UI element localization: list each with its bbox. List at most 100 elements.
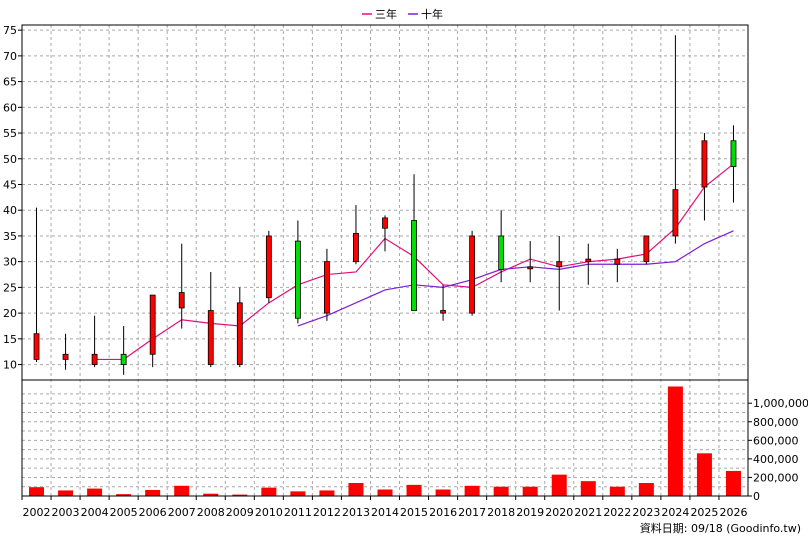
price-tick-label: 15 xyxy=(3,333,17,346)
volume-bar xyxy=(348,483,364,496)
price-tick-label: 40 xyxy=(3,204,17,217)
candle-body xyxy=(91,353,98,365)
volume-tick-label: 200,000 xyxy=(753,471,799,484)
candle-body xyxy=(498,235,505,270)
year-tick-label: 2014 xyxy=(371,506,399,519)
candle-body xyxy=(440,310,446,314)
year-tick-label: 2021 xyxy=(574,506,602,519)
year-tick-label: 2006 xyxy=(139,506,167,519)
year-tick-label: 2024 xyxy=(661,506,689,519)
year-tick-label: 2013 xyxy=(342,506,370,519)
year-tick-label: 2011 xyxy=(284,506,312,519)
candle-body xyxy=(730,140,737,167)
price-tick-label: 70 xyxy=(3,50,17,63)
axes: 10152025303540455055606570750200,000400,… xyxy=(3,24,808,519)
year-tick-label: 2005 xyxy=(110,506,138,519)
year-tick-label: 2022 xyxy=(603,506,631,519)
candle-body xyxy=(324,261,330,314)
price-tick-label: 25 xyxy=(3,281,17,294)
volume-tick-label: 600,000 xyxy=(753,434,799,447)
volume-bar xyxy=(145,489,161,496)
volume-bar xyxy=(29,487,45,496)
candle-body xyxy=(643,235,650,263)
candle-body xyxy=(411,220,417,311)
candle-body xyxy=(585,258,592,263)
price-tick-label: 65 xyxy=(3,76,17,89)
plot-frame xyxy=(21,24,749,497)
volume-bar xyxy=(464,485,480,496)
year-tick-label: 2026 xyxy=(719,506,747,519)
candle-body xyxy=(556,261,563,268)
year-tick-label: 2015 xyxy=(400,506,428,519)
year-tick-label: 2010 xyxy=(255,506,283,519)
candle-body xyxy=(33,333,40,360)
volume-bar xyxy=(232,494,248,496)
volume-tick-label: 400,000 xyxy=(753,453,799,466)
volume-tick-label: 800,000 xyxy=(753,416,799,429)
candle-body xyxy=(236,302,243,365)
volume-bar xyxy=(522,486,538,496)
price-tick-label: 60 xyxy=(3,101,17,114)
volume-bar xyxy=(290,491,306,496)
year-tick-label: 2020 xyxy=(545,506,573,519)
price-tick-label: 35 xyxy=(3,230,17,243)
volume-bar xyxy=(261,487,277,496)
volume-bar xyxy=(551,474,567,496)
year-tick-label: 2003 xyxy=(52,506,80,519)
year-tick-label: 2018 xyxy=(487,506,515,519)
year-tick-label: 2016 xyxy=(429,506,457,519)
price-tick-label: 10 xyxy=(3,359,17,372)
volume-bar xyxy=(87,488,103,496)
year-tick-label: 2023 xyxy=(632,506,660,519)
year-tick-label: 2012 xyxy=(313,506,341,519)
price-tick-label: 45 xyxy=(3,178,17,191)
price-tick-label: 20 xyxy=(3,307,17,320)
price-tick-label: 30 xyxy=(3,256,17,269)
candlesticks xyxy=(33,35,737,375)
volume-bar xyxy=(725,470,741,496)
candle-body xyxy=(672,189,679,237)
ma-line-ten-year xyxy=(297,230,734,327)
legend-label-three-year: 三年 xyxy=(375,7,397,21)
candle-body xyxy=(527,266,534,270)
year-tick-label: 2009 xyxy=(226,506,254,519)
volume-bar xyxy=(493,486,509,496)
candle-body xyxy=(294,240,301,319)
volume-bar xyxy=(58,490,74,496)
candle-body xyxy=(149,294,156,355)
year-tick-label: 2019 xyxy=(516,506,544,519)
year-tick-label: 2004 xyxy=(81,506,109,519)
volume-bar xyxy=(609,486,625,496)
year-tick-label: 2007 xyxy=(168,506,196,519)
year-tick-label: 2017 xyxy=(458,506,486,519)
price-tick-label: 55 xyxy=(3,127,17,140)
volume-bar xyxy=(203,493,219,496)
volume-bar xyxy=(116,494,132,496)
volume-bar xyxy=(377,489,393,496)
volume-bar xyxy=(406,484,422,496)
volume-bar xyxy=(667,386,683,496)
year-tick-label: 2002 xyxy=(23,506,51,519)
volume-bar xyxy=(696,453,712,496)
year-tick-label: 2008 xyxy=(197,506,225,519)
legend-label-ten-year: 十年 xyxy=(421,7,443,21)
candle-body xyxy=(614,258,621,265)
price-tick-label: 50 xyxy=(3,153,17,166)
candle-body xyxy=(469,235,476,314)
candle-body xyxy=(353,232,359,263)
volume-bar xyxy=(435,489,451,496)
footer-source: 資料日期: 09/18 (Goodinfo.tw) xyxy=(640,521,801,535)
candle-body xyxy=(62,353,69,360)
volume-bars xyxy=(29,386,741,496)
candle-body xyxy=(382,217,388,229)
volume-bar xyxy=(174,485,190,496)
legend: 三年 十年 xyxy=(362,7,443,21)
price-tick-label: 75 xyxy=(3,24,17,37)
volume-tick-label: 1,000,000 xyxy=(753,397,808,410)
volume-bar xyxy=(638,483,654,496)
year-tick-label: 2025 xyxy=(690,506,718,519)
grid xyxy=(22,25,748,496)
volume-tick-label: 0 xyxy=(753,490,760,503)
